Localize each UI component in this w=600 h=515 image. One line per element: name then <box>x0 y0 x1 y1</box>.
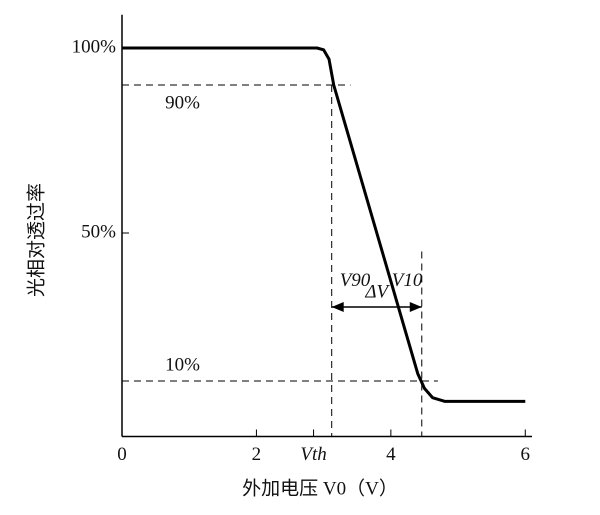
y-tick-label: 100% <box>72 36 117 57</box>
transmission-curve <box>122 46 526 403</box>
x-tick-label: 4 <box>386 444 396 465</box>
reference-label: 10% <box>165 354 200 375</box>
reference-label: V10 <box>392 270 423 291</box>
x-tick-label: Vth <box>300 444 326 465</box>
reference-label: 90% <box>165 92 200 113</box>
x-axis-label: 外加电压 V0（V） <box>242 477 398 499</box>
y-axis-label: 光相对透过率 <box>25 183 47 297</box>
x-tick-label: 6 <box>521 444 531 465</box>
reference-label: V90 <box>340 270 371 291</box>
arrow-label: ΔV <box>364 281 390 302</box>
y-tick-label: 50% <box>81 221 116 242</box>
x-tick-label: 0 <box>117 444 127 465</box>
x-tick-label: 2 <box>252 444 262 465</box>
